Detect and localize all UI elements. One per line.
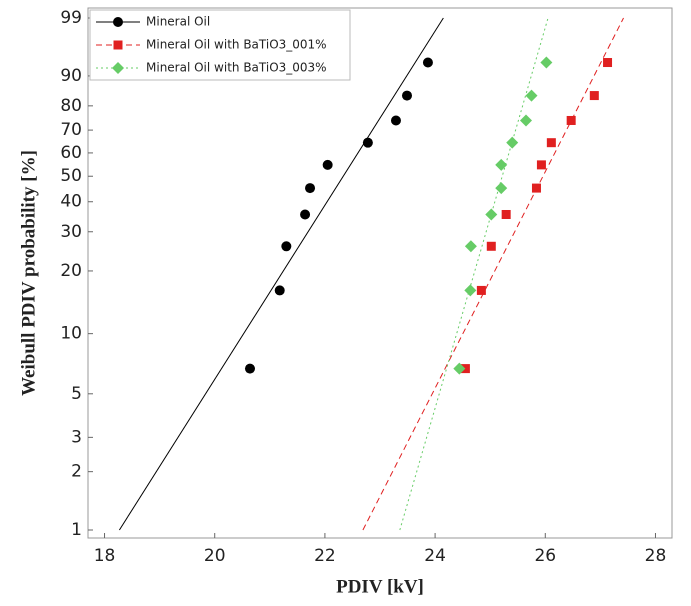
data-point — [453, 362, 466, 375]
y-tick-label: 10 — [60, 324, 82, 344]
data-point — [390, 115, 401, 126]
data-point — [520, 114, 532, 127]
y-tick-label: 99 — [60, 8, 82, 28]
y-tick-label: 5 — [71, 384, 82, 404]
legend-marker — [112, 62, 124, 74]
data-point — [566, 115, 576, 125]
data-point — [322, 159, 333, 170]
x-tick-label: 24 — [424, 546, 446, 566]
data-point — [476, 285, 486, 295]
y-tick-label: 90 — [60, 66, 82, 86]
y-tick-label: 2 — [71, 462, 82, 482]
data-point — [464, 284, 477, 297]
plot-area — [87, 7, 673, 539]
y-tick-label: 60 — [60, 143, 82, 163]
y-tick-label: 40 — [60, 192, 82, 212]
x-axis-label: PDIV [kV] — [336, 576, 424, 597]
fit-line — [399, 17, 549, 531]
x-tick-label: 18 — [94, 546, 116, 566]
x-tick-label: 22 — [314, 546, 336, 566]
data-point — [460, 364, 470, 374]
data-point — [486, 241, 496, 251]
data-point — [362, 137, 373, 148]
y-axis-label: Weibull PDIV probability [%] — [18, 150, 39, 396]
data-point — [244, 363, 255, 374]
y-tick-label: 70 — [60, 120, 82, 140]
data-point — [464, 240, 477, 253]
data-point — [485, 208, 498, 221]
legend-label: Mineral Oil with BaTiO3_001% — [146, 38, 327, 52]
data-point — [305, 183, 316, 194]
y-tick-label: 3 — [71, 427, 82, 447]
legend-marker — [113, 40, 123, 50]
data-point — [506, 136, 519, 149]
x-tick-label: 26 — [534, 546, 556, 566]
x-tick-label: 20 — [204, 546, 226, 566]
data-point — [300, 209, 311, 220]
data-point — [281, 241, 292, 252]
data-point — [495, 182, 508, 195]
data-point — [531, 183, 541, 193]
data-point — [401, 90, 412, 101]
x-tick-label: 28 — [645, 546, 667, 566]
fit-line — [118, 17, 444, 531]
y-tick-label: 80 — [60, 96, 82, 116]
data-point — [422, 57, 433, 68]
y-tick-label: 30 — [60, 222, 82, 242]
fit-line — [362, 17, 624, 531]
data-point — [274, 285, 285, 296]
y-tick-label: 1 — [71, 520, 82, 540]
data-point — [501, 209, 511, 219]
data-point — [603, 58, 613, 68]
y-tick-label: 50 — [60, 166, 82, 186]
data-point — [525, 89, 538, 102]
data-point — [540, 56, 553, 69]
legend-label: Mineral Oil with BaTiO3_003% — [146, 61, 327, 75]
y-tick-label: 20 — [60, 261, 82, 281]
data-point — [546, 138, 556, 148]
legend-label: Mineral Oil — [146, 15, 210, 29]
data-point — [589, 91, 599, 101]
data-point — [495, 158, 508, 171]
legend-marker — [113, 17, 123, 27]
data-point — [536, 160, 546, 170]
